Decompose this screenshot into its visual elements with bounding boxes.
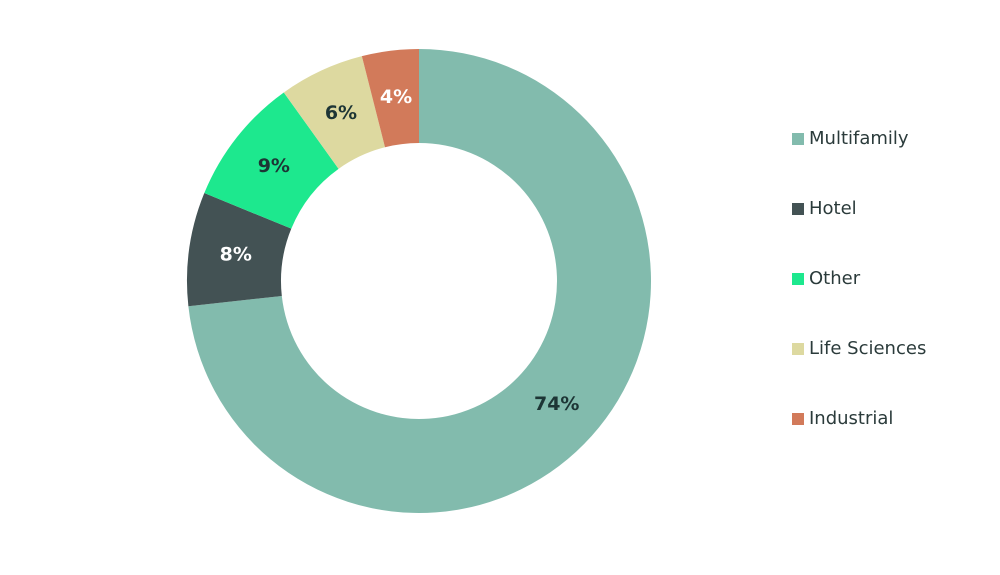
value-label: 6%	[325, 102, 357, 124]
legend-label: Hotel	[809, 198, 857, 219]
value-label: 4%	[380, 86, 412, 108]
slice	[188, 49, 651, 513]
slice	[186, 193, 292, 307]
legend-swatch	[792, 273, 804, 285]
legend-swatch	[792, 203, 804, 215]
value-label: 8%	[220, 244, 252, 266]
legend-label: Multifamily	[809, 128, 909, 149]
value-label: 74%	[534, 393, 579, 415]
slice	[204, 92, 339, 229]
legend-swatch	[792, 343, 804, 355]
slice	[361, 49, 419, 148]
legend-label: Other	[809, 268, 861, 289]
legend-swatch	[792, 133, 804, 145]
slice	[283, 56, 386, 169]
legend-label: Life Sciences	[809, 338, 926, 359]
legend-swatch	[792, 413, 804, 425]
legend-label: Industrial	[809, 408, 893, 429]
value-label: 9%	[258, 155, 290, 177]
